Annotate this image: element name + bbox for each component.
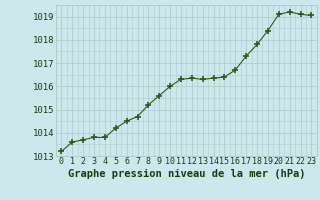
X-axis label: Graphe pression niveau de la mer (hPa): Graphe pression niveau de la mer (hPa) <box>68 169 305 179</box>
